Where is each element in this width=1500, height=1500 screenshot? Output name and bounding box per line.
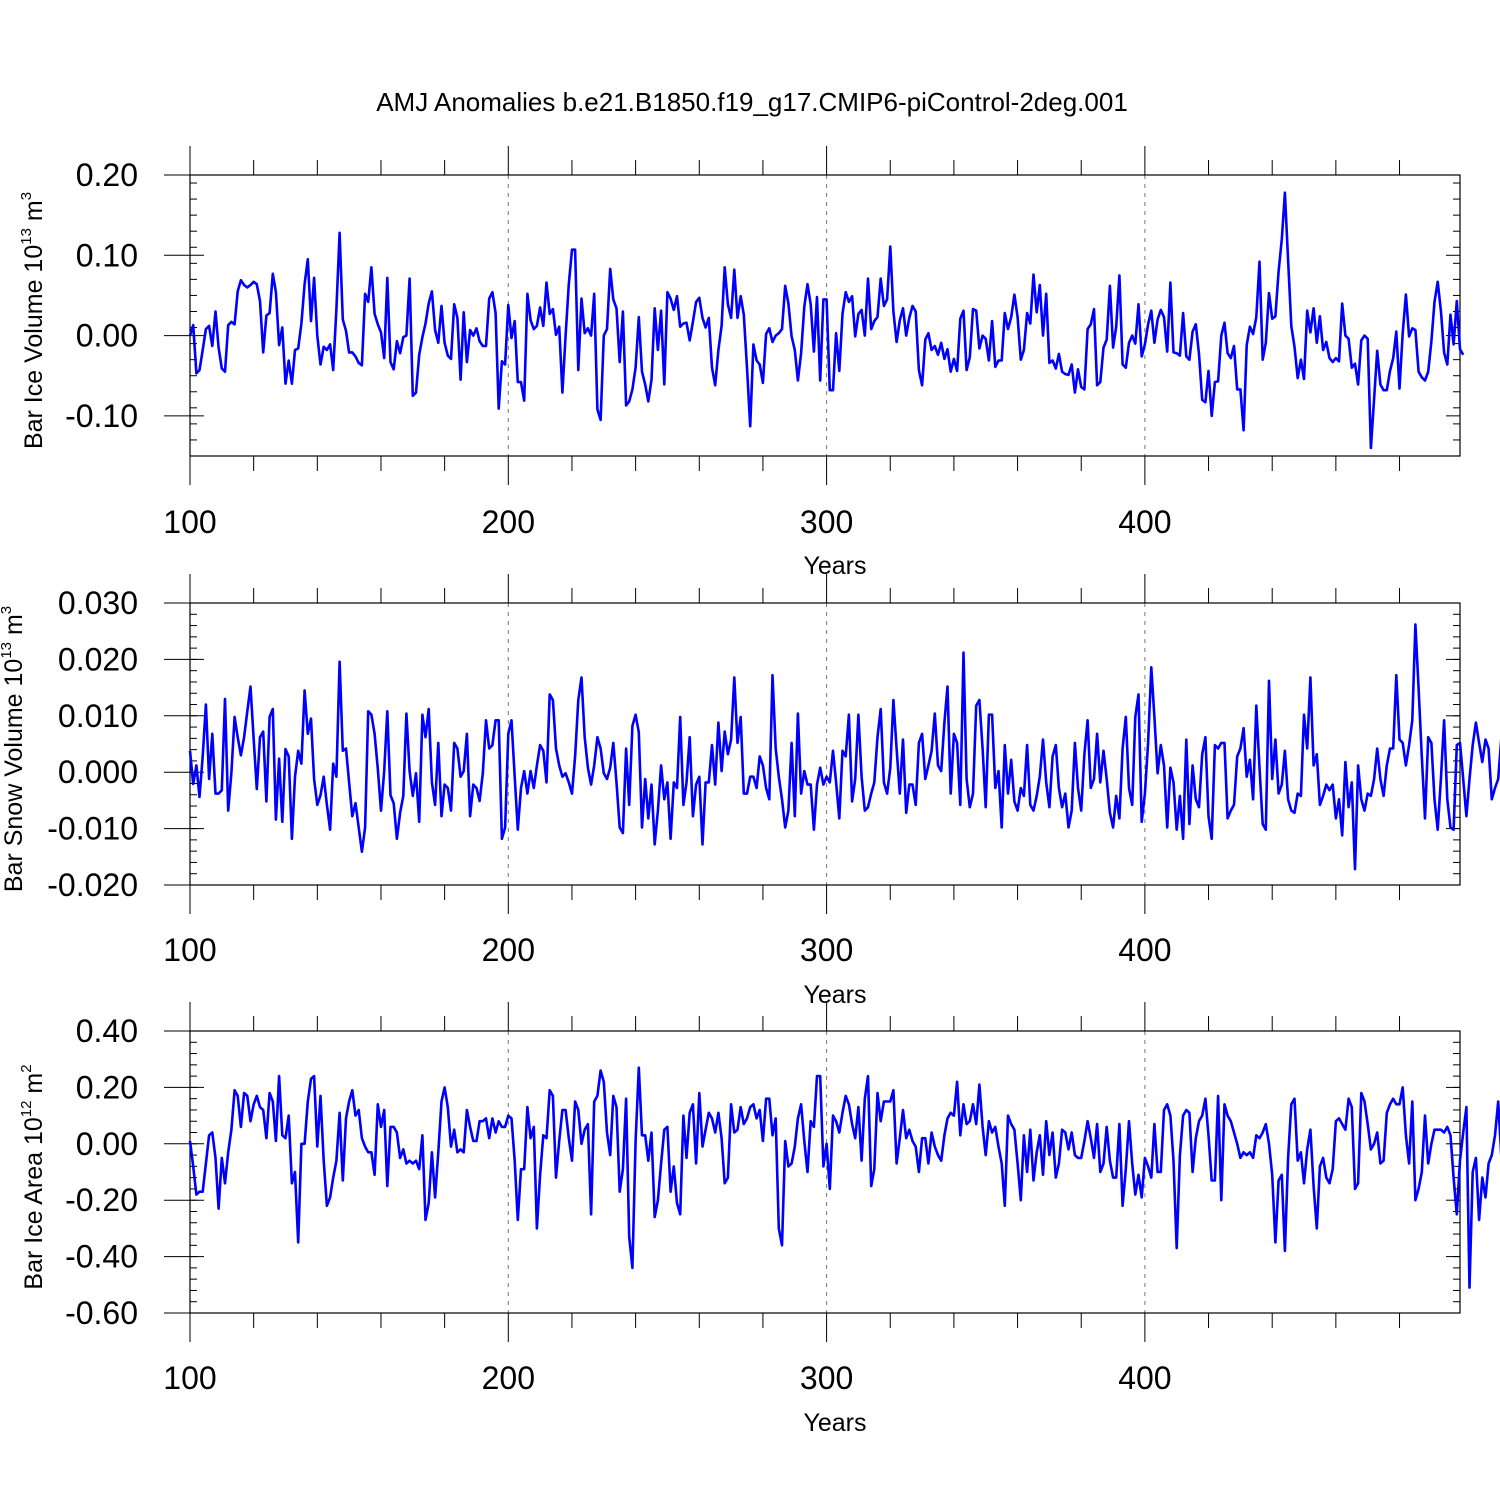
plot-frame (189, 602, 1461, 886)
x-tick-label: 100 (163, 504, 216, 540)
x-tick-label: 400 (1118, 932, 1171, 968)
y-tick-label: -0.10 (65, 398, 138, 434)
x-axis-label: Years (803, 552, 866, 580)
panel-1: -0.10 0.00 0.10 0.20 100 200 300 400 Years Bar Ic… (18, 146, 1465, 580)
x-tick-label: 300 (800, 932, 853, 968)
panel-3: -0.60 -0.40 -0.20 0.00 0.20 0.40 100 200 300 400 Y… (18, 1002, 1500, 1437)
y-tick-label: 0.00 (76, 318, 138, 354)
x-tick-label: 400 (1118, 1360, 1171, 1396)
x-tick-label: 200 (482, 932, 535, 968)
y-tick-label: 0.020 (58, 641, 138, 677)
y-tick-label: 0.20 (76, 157, 138, 193)
panel-2: -0.020 -0.010 0.000 0.010 0.020 0.030 100 200 30… (0, 574, 1500, 1009)
y-tick-label: -0.40 (65, 1239, 138, 1275)
y-tick-label: -0.60 (65, 1295, 138, 1331)
x-tick-label: 100 (163, 1360, 216, 1396)
x-tick-label: 200 (482, 504, 535, 540)
x-axis-label: Years (803, 1409, 866, 1437)
y-tick-label: -0.20 (65, 1182, 138, 1218)
y-axis-label: Bar Ice Area 1012 m2 (18, 1064, 48, 1289)
series-line (188, 1066, 1500, 1289)
y-axis-label: Bar Snow Volume 1013 m3 (0, 606, 28, 892)
y-tick-label: -0.010 (47, 811, 138, 847)
x-tick-label: 400 (1118, 504, 1171, 540)
y-tick-label: 0.000 (58, 754, 138, 790)
x-tick-label: 200 (482, 1360, 535, 1396)
plot-frame (189, 174, 1461, 457)
y-tick-label: 0.40 (76, 1013, 138, 1049)
y-tick-label: 0.00 (76, 1126, 138, 1162)
plot-frame (189, 1030, 1461, 1314)
x-tick-label: 300 (800, 1360, 853, 1396)
y-tick-label: -0.020 (47, 867, 138, 903)
y-tick-label: 0.030 (58, 585, 138, 621)
y-tick-label: 0.010 (58, 698, 138, 734)
x-tick-label: 100 (163, 932, 216, 968)
y-tick-label: 0.20 (76, 1069, 138, 1105)
x-axis-label: Years (803, 981, 866, 1009)
x-tick-label: 300 (800, 504, 853, 540)
chart-title: AMJ Anomalies b.e21.B1850.f19_g17.CMIP6-… (376, 87, 1128, 117)
series-line (188, 623, 1500, 871)
y-axis-label: Bar Ice Volume 1013 m3 (18, 192, 48, 449)
y-tick-label: 0.10 (76, 237, 138, 273)
series-line (188, 191, 1465, 450)
